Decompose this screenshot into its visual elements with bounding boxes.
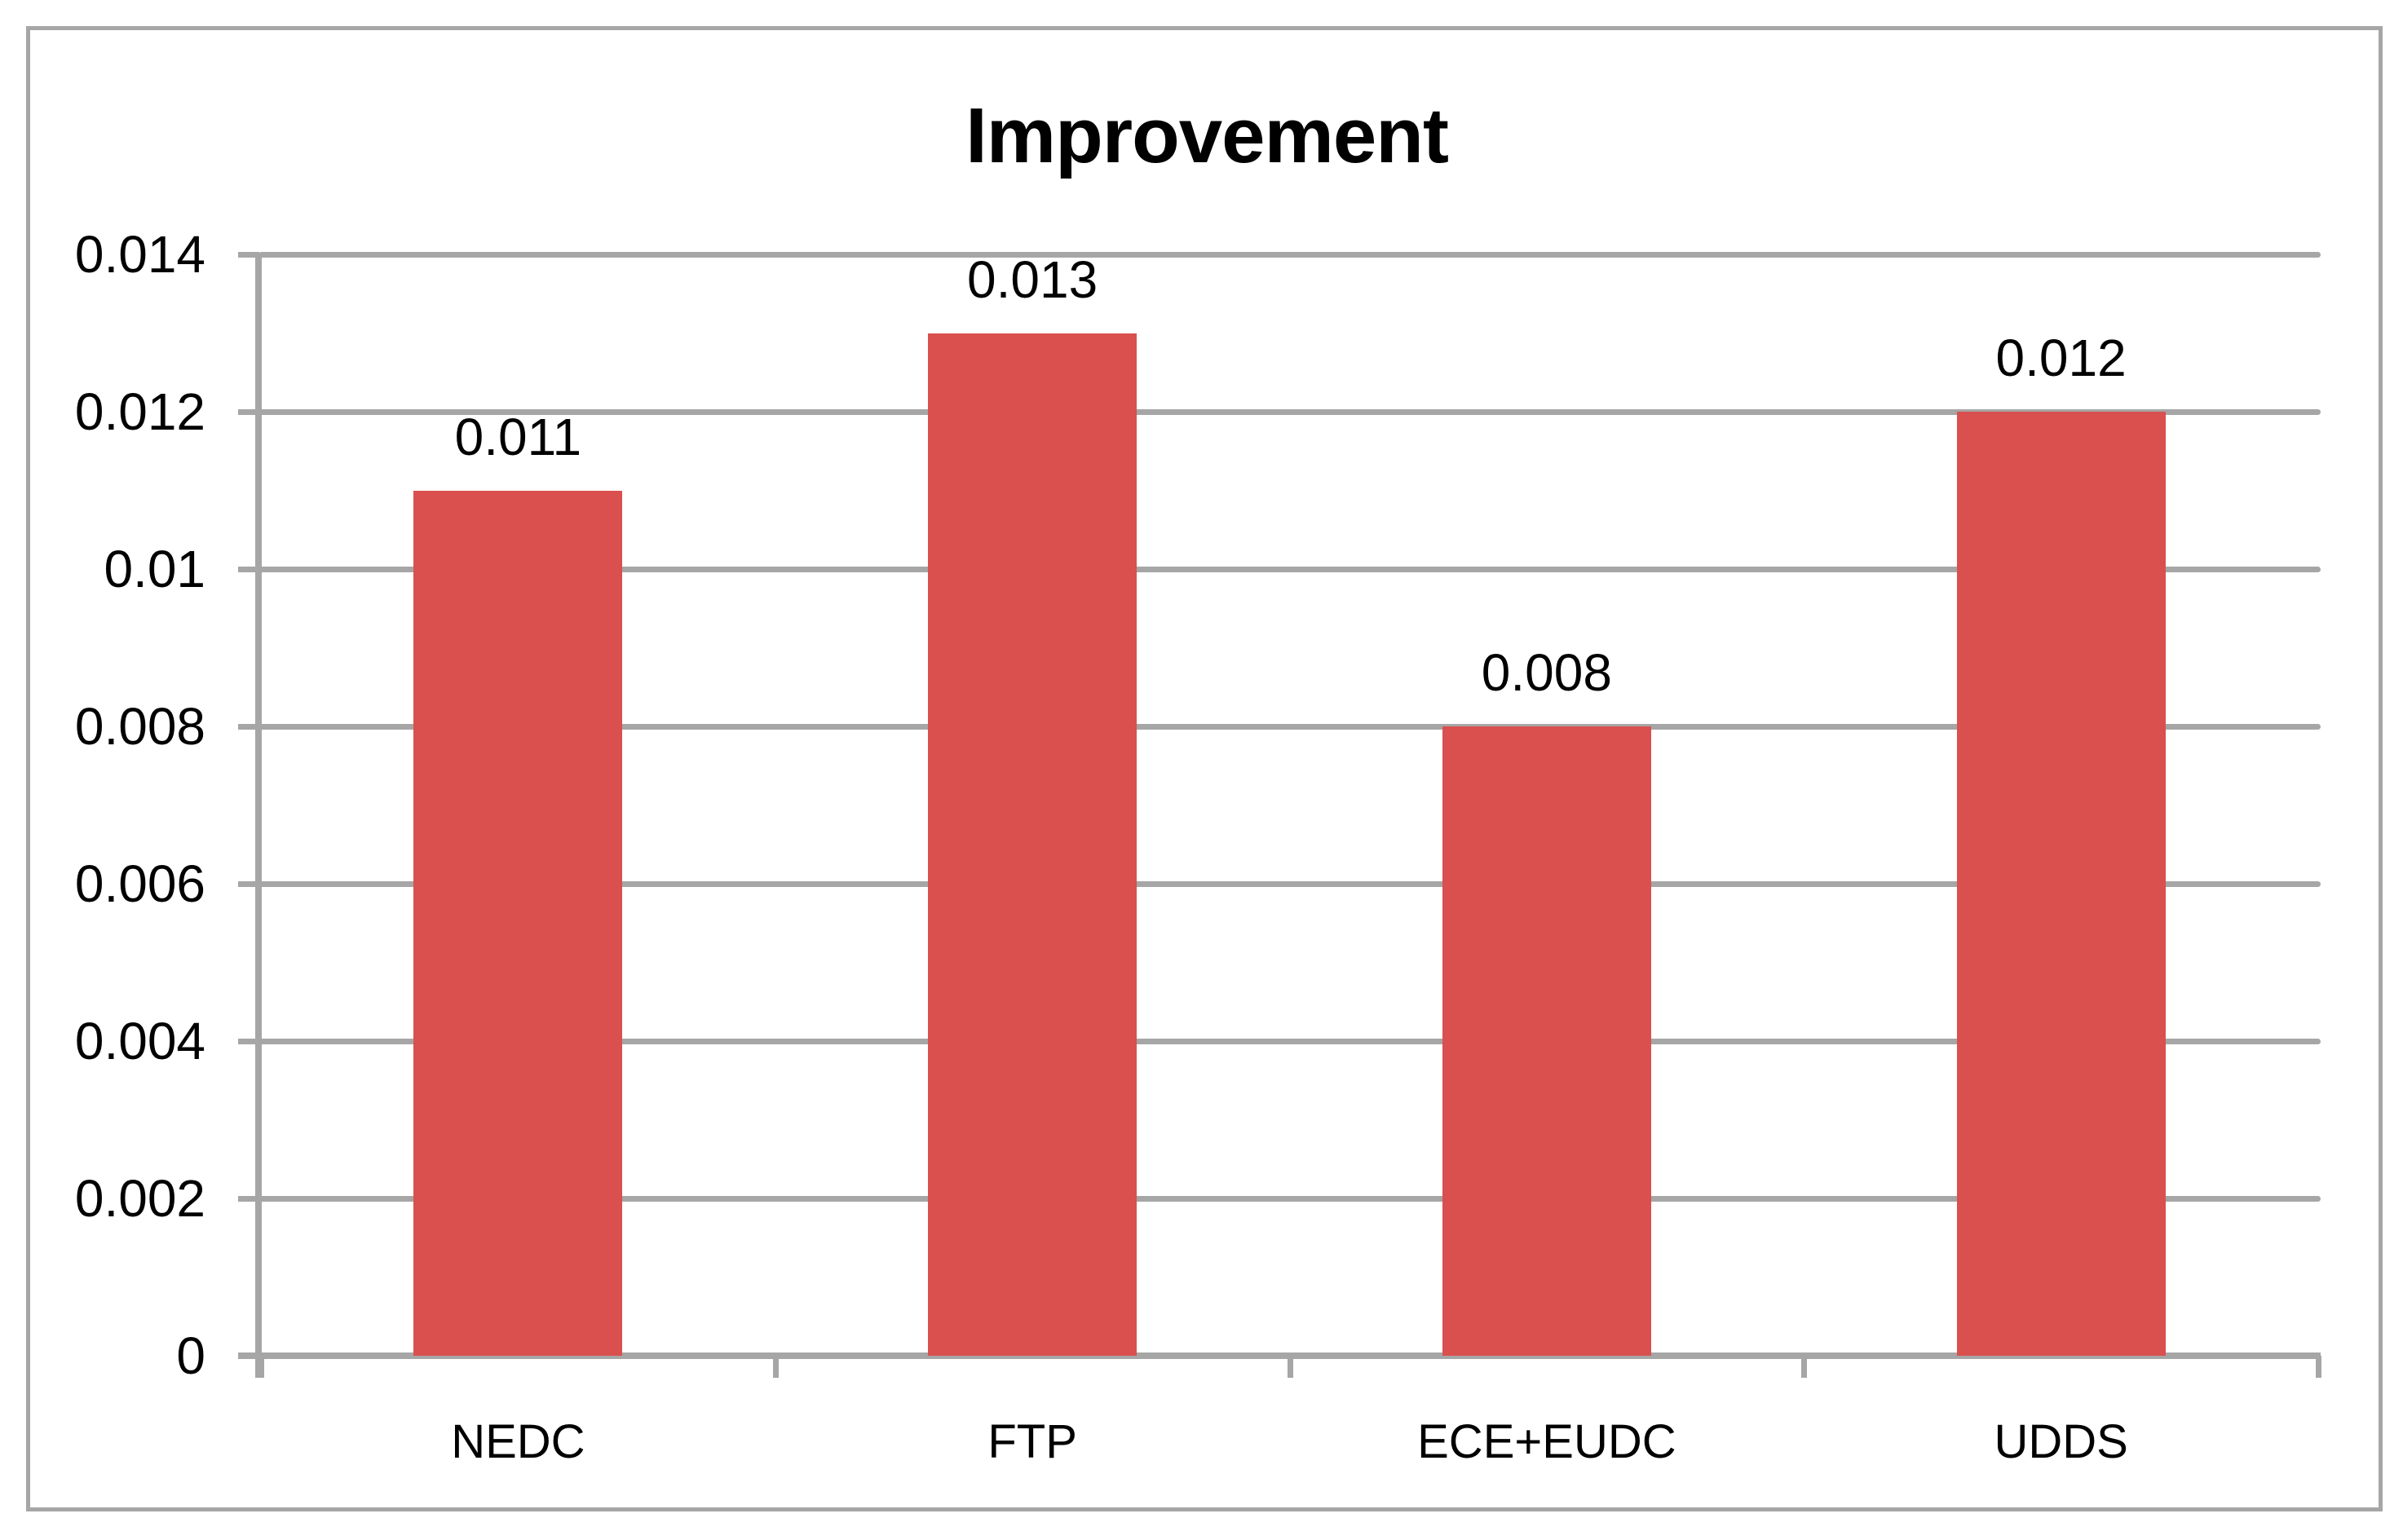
bar-value-label: 0.013 <box>967 249 1098 309</box>
category-label: ECE+EUDC <box>1417 1415 1676 1468</box>
gridline <box>258 567 2321 572</box>
y-axis-tick <box>238 881 259 887</box>
y-axis-tick-label: 0.006 <box>74 854 205 913</box>
y-axis-tick <box>238 252 259 258</box>
gridline <box>258 409 2321 415</box>
bar-value-label: 0.008 <box>1481 643 1612 702</box>
y-axis-tick-label: 0.002 <box>74 1169 205 1228</box>
gridline <box>258 1039 2321 1044</box>
x-axis-line <box>238 1352 2321 1359</box>
y-axis-line <box>255 253 262 1378</box>
chart-title: Improvement <box>965 92 1449 179</box>
y-axis-tick-label: 0.012 <box>74 382 205 441</box>
bar-value-label: 0.011 <box>454 407 582 466</box>
category-label: FTP <box>987 1415 1077 1468</box>
gridline <box>258 1196 2321 1202</box>
y-axis-tick <box>238 1196 259 1202</box>
category-label: UDDS <box>1994 1415 2128 1468</box>
category-label: NEDC <box>451 1415 585 1468</box>
y-axis-tick <box>238 1039 259 1044</box>
bar <box>1442 726 1651 1356</box>
bar <box>413 490 623 1356</box>
y-axis-tick-label: 0.008 <box>74 697 205 756</box>
x-axis-tick <box>772 1356 779 1378</box>
bar <box>928 333 1137 1356</box>
y-axis-tick <box>238 409 259 415</box>
bar-value-label: 0.012 <box>1995 329 2127 387</box>
y-axis-tick-label: 0 <box>176 1326 205 1385</box>
x-axis-tick <box>1287 1356 1293 1378</box>
y-axis-tick-label: 0.014 <box>74 225 205 284</box>
gridline <box>258 724 2321 730</box>
y-axis-tick-label: 0.01 <box>104 540 205 598</box>
bar <box>1956 412 2166 1356</box>
gridline <box>258 881 2321 887</box>
x-axis-tick <box>258 1356 264 1378</box>
x-axis-tick <box>1801 1356 1808 1378</box>
y-axis-tick <box>238 567 259 572</box>
gridline <box>258 252 2321 258</box>
x-axis-tick <box>2316 1356 2321 1378</box>
y-axis-tick-label: 0.004 <box>74 1012 205 1070</box>
y-axis-tick <box>238 724 259 730</box>
